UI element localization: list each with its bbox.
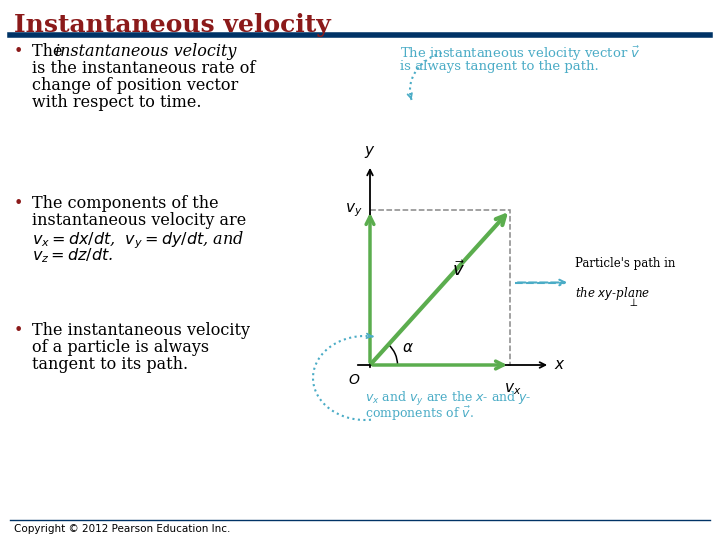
Text: of a particle is always: of a particle is always [32,339,209,356]
Text: $v_x$ and $v_y$ are the $x$- and $y$-: $v_x$ and $v_y$ are the $x$- and $y$- [365,390,531,408]
Text: Particle's path in: Particle's path in [575,258,675,271]
Text: with respect to time.: with respect to time. [32,94,202,111]
Text: •: • [14,43,23,60]
Text: change of position vector: change of position vector [32,77,238,94]
Text: The: The [32,43,68,60]
Text: $\vec{v}$: $\vec{v}$ [452,260,465,280]
Text: instantaneous velocity: instantaneous velocity [55,43,236,60]
Text: is the instantaneous rate of: is the instantaneous rate of [32,60,256,77]
Text: Instantaneous velocity: Instantaneous velocity [14,13,330,37]
Text: Copyright © 2012 Pearson Education Inc.: Copyright © 2012 Pearson Education Inc. [14,524,230,534]
Text: is always tangent to the path.: is always tangent to the path. [400,60,599,73]
Text: •: • [14,322,23,339]
Text: $v_y$: $v_y$ [345,201,362,219]
Text: tangent to its path.: tangent to its path. [32,356,188,373]
Text: components of $\vec{v}$.: components of $\vec{v}$. [365,405,474,423]
Text: •: • [14,195,23,212]
Text: $\alpha$: $\alpha$ [402,341,414,355]
Text: $\perp$: $\perp$ [627,296,639,308]
Text: $y$: $y$ [364,144,376,160]
Text: The instantaneous velocity: The instantaneous velocity [32,322,250,339]
Text: $v_x$: $v_x$ [504,381,522,397]
Text: the $xy$-plane: the $xy$-plane [575,285,650,301]
Text: $O$: $O$ [348,373,360,387]
Text: $v_x = dx/dt$,  $v_y = dy/dt$, and: $v_x = dx/dt$, $v_y = dy/dt$, and [32,229,244,251]
Text: instantaneous velocity are: instantaneous velocity are [32,212,246,229]
Bar [370,210,510,365]
Text: The components of the: The components of the [32,195,219,212]
Text: $x$: $x$ [554,358,565,372]
Text: $v_z = dz/dt$.: $v_z = dz/dt$. [32,246,114,265]
Text: The instantaneous velocity vector $\vec{v}$: The instantaneous velocity vector $\vec{… [400,45,641,63]
